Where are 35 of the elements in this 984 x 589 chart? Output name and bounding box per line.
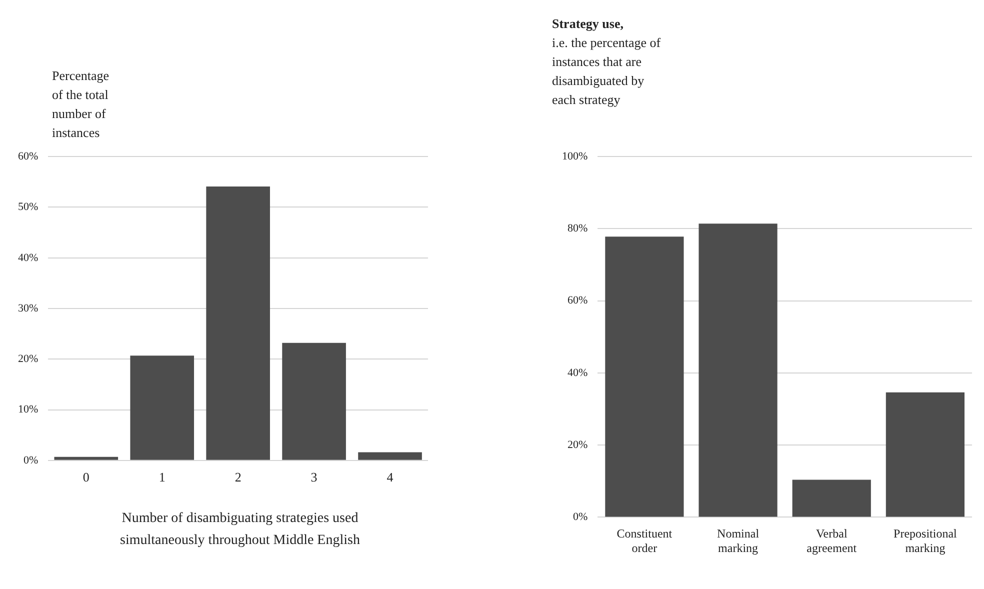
y-tick-label: 40% (567, 366, 588, 379)
y-tick-label: 10% (18, 404, 38, 416)
x-tick-label: 2 (234, 470, 242, 485)
x-tick-label: 1 (158, 470, 166, 485)
bar (206, 186, 270, 460)
x-tick-label: Constituent order (616, 526, 673, 555)
y-axis-title: Percentage of the total number of instances (52, 67, 110, 142)
y-axis-title: i.e. the percentage of instances that are disambiguated by each strategy (552, 34, 662, 109)
x-tick-label: 4 (386, 470, 394, 485)
y-tick-label: 20% (567, 438, 588, 451)
bar (358, 452, 422, 460)
x-tick-label: 0 (82, 470, 90, 485)
chart-title: Strategy use, (552, 15, 624, 33)
y-tick-label: 50% (18, 201, 38, 214)
bar (886, 392, 965, 517)
y-tick-label: 80% (567, 222, 588, 235)
bar (130, 356, 194, 460)
y-tick-label: 0% (572, 511, 588, 524)
bar (605, 236, 684, 517)
y-tick-label: 0% (23, 454, 38, 466)
bar (698, 224, 778, 517)
y-tick-label: 40% (18, 252, 38, 264)
bar (792, 480, 871, 517)
y-tick-label: 30% (18, 302, 38, 314)
x-tick-label: 3 (310, 470, 318, 485)
x-axis-title: Number of disambiguating strategies used simultaneously throughout Middle English (119, 510, 361, 550)
x-tick-label: Prepositional marking (894, 526, 958, 555)
y-tick-label: 60% (567, 294, 588, 307)
y-tick-label: 60% (18, 150, 38, 162)
y-tick-label: 100% (562, 150, 588, 162)
bar (54, 456, 118, 460)
x-tick-label: Verbal agreement (806, 526, 858, 555)
x-tick-label: Nominal marking (717, 526, 760, 555)
bar (282, 342, 346, 460)
y-tick-label: 20% (18, 353, 38, 366)
